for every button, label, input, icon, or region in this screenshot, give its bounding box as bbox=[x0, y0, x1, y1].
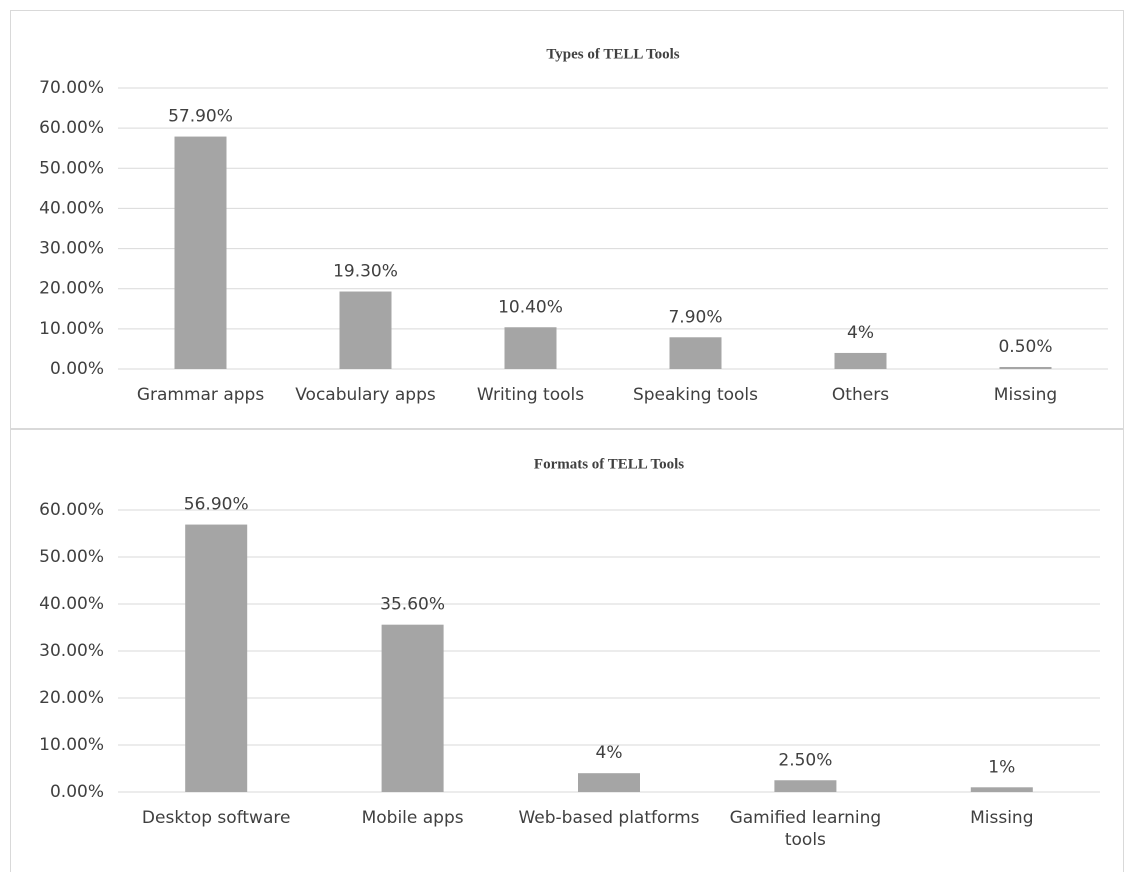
bar bbox=[174, 136, 227, 369]
y-tick-label: 60.00% bbox=[39, 118, 104, 138]
bar bbox=[339, 291, 392, 369]
x-tick-label: Web-based platforms bbox=[518, 808, 699, 828]
x-tick-label: Missing bbox=[970, 808, 1033, 828]
data-label: 19.30% bbox=[333, 262, 398, 282]
bar bbox=[381, 624, 444, 792]
y-tick-label: 0.00% bbox=[50, 782, 104, 802]
data-label: 4% bbox=[596, 743, 623, 763]
data-label: 0.50% bbox=[998, 337, 1052, 357]
y-tick-label: 40.00% bbox=[39, 198, 104, 218]
y-tick-label: 10.00% bbox=[39, 735, 104, 755]
x-tick-label: Desktop software bbox=[142, 808, 291, 828]
data-label: 4% bbox=[847, 323, 874, 343]
x-tick-label: Mobile apps bbox=[362, 808, 464, 828]
y-tick-label: 30.00% bbox=[39, 641, 104, 661]
y-tick-label: 20.00% bbox=[39, 688, 104, 708]
bar bbox=[834, 352, 887, 369]
bar bbox=[578, 773, 640, 792]
bar bbox=[669, 337, 722, 369]
data-label: 1% bbox=[988, 757, 1015, 777]
x-tick-label: Writing tools bbox=[477, 385, 584, 405]
y-tick-label: 70.00% bbox=[39, 78, 104, 98]
chart-frame bbox=[10, 429, 1124, 872]
x-tick-label: Grammar apps bbox=[137, 385, 265, 405]
x-tick-label: Vocabulary apps bbox=[295, 385, 436, 405]
y-tick-label: 40.00% bbox=[39, 594, 104, 614]
bar bbox=[504, 327, 557, 369]
chart-frame bbox=[10, 10, 1124, 429]
y-tick-label: 50.00% bbox=[39, 158, 104, 178]
y-tick-label: 20.00% bbox=[39, 279, 104, 299]
y-tick-label: 50.00% bbox=[39, 547, 104, 567]
x-tick-label: Gamified learning tools bbox=[730, 808, 882, 850]
y-tick-label: 60.00% bbox=[39, 500, 104, 520]
chart-title: Formats of TELL Tools bbox=[534, 456, 684, 472]
y-tick-label: 10.00% bbox=[39, 319, 104, 339]
x-tick-label: Speaking tools bbox=[633, 385, 758, 405]
y-tick-label: 30.00% bbox=[39, 239, 104, 259]
data-label: 57.90% bbox=[168, 107, 233, 127]
bar bbox=[970, 787, 1033, 792]
y-tick-label: 0.00% bbox=[50, 359, 104, 379]
x-tick-label: Others bbox=[832, 385, 889, 405]
x-tick-label: Missing bbox=[994, 385, 1057, 405]
data-label: 35.60% bbox=[380, 595, 445, 615]
data-label: 56.90% bbox=[184, 495, 249, 515]
data-label: 2.50% bbox=[778, 750, 832, 770]
chart-title: Types of TELL Tools bbox=[546, 46, 679, 62]
data-label: 7.90% bbox=[668, 307, 722, 327]
bar bbox=[774, 780, 837, 792]
data-label: 10.40% bbox=[498, 297, 563, 317]
bar bbox=[185, 524, 248, 792]
bar bbox=[999, 366, 1052, 369]
